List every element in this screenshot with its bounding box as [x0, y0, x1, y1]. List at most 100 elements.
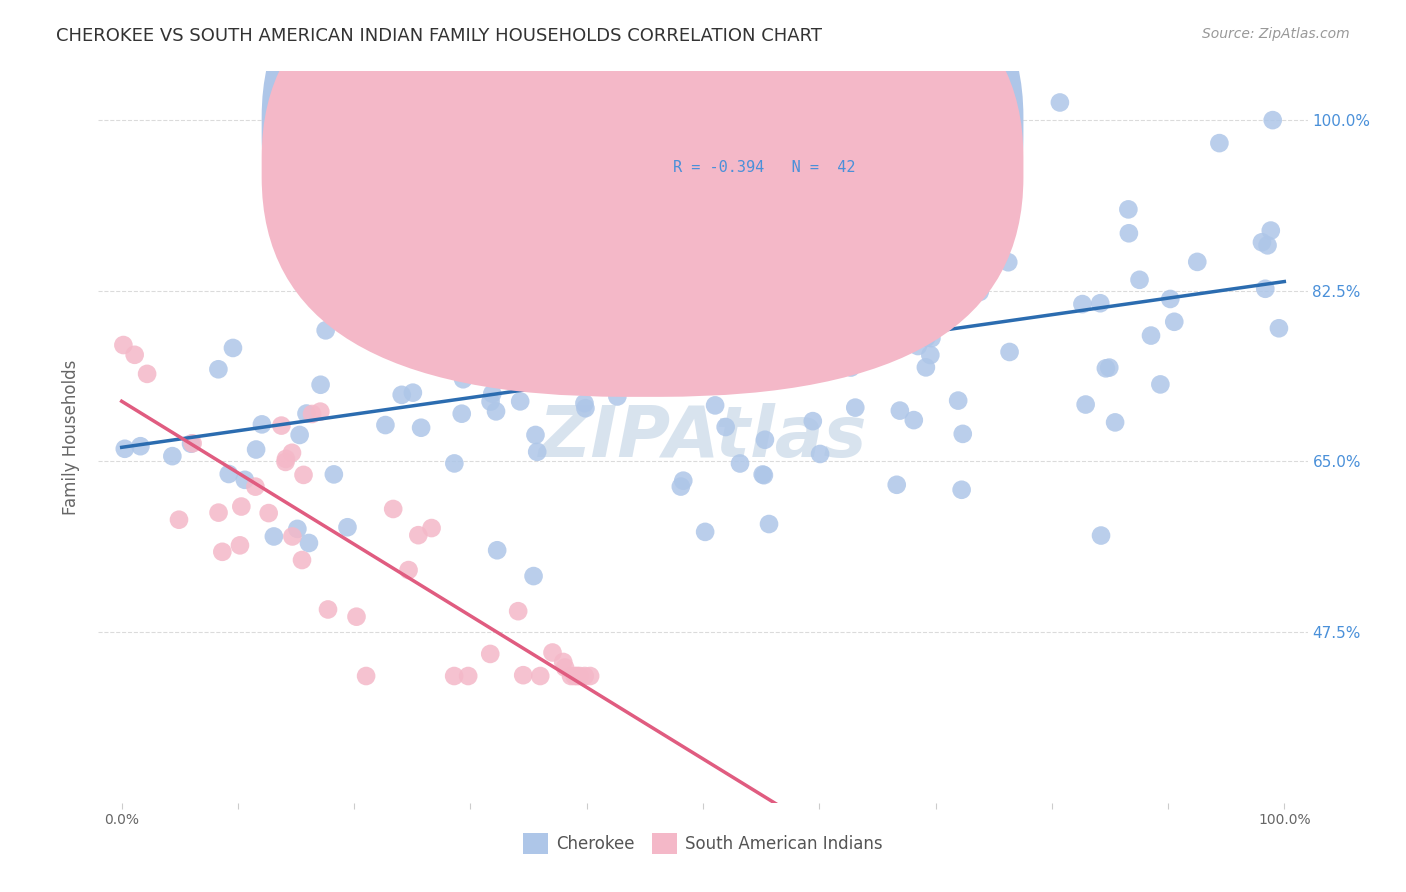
Point: [880, 342, 903, 356]
Point: [541, 646, 564, 660]
Point: [510, 356, 533, 370]
Point: [1163, 315, 1185, 329]
Point: [524, 428, 547, 442]
Point: [218, 467, 240, 481]
Legend: Cherokee, South American Indians: Cherokee, South American Indians: [516, 827, 890, 860]
Point: [1049, 95, 1071, 110]
Point: [728, 457, 751, 471]
Point: [229, 538, 252, 552]
Point: [704, 398, 727, 412]
Point: [1187, 255, 1209, 269]
Point: [315, 323, 337, 337]
Point: [529, 669, 551, 683]
Point: [907, 339, 929, 353]
Point: [287, 522, 309, 536]
Point: [479, 394, 502, 409]
Point: [569, 249, 592, 263]
Point: [766, 263, 789, 277]
Point: [823, 205, 845, 219]
Point: [606, 229, 628, 244]
Point: [1140, 328, 1163, 343]
Point: [554, 660, 576, 674]
Point: [222, 341, 245, 355]
Point: [420, 521, 443, 535]
Point: [211, 545, 233, 559]
Point: [505, 299, 527, 313]
Point: [1208, 136, 1230, 150]
Point: [245, 442, 267, 457]
Point: [574, 669, 596, 683]
Point: [1098, 360, 1121, 375]
Point: [612, 355, 634, 369]
Point: [1128, 273, 1150, 287]
Point: [835, 352, 858, 367]
Point: [250, 417, 273, 432]
Point: [1261, 113, 1284, 128]
Y-axis label: Family Households: Family Households: [62, 359, 80, 515]
Point: [783, 304, 806, 318]
Point: [574, 373, 596, 387]
Point: [398, 563, 420, 577]
Point: [465, 337, 488, 351]
Point: [593, 247, 616, 261]
Point: [997, 255, 1019, 269]
Point: [754, 433, 776, 447]
Point: [162, 449, 184, 463]
Point: [565, 669, 588, 683]
Point: [114, 442, 136, 456]
Point: [560, 669, 582, 683]
Point: [478, 334, 501, 348]
Point: [606, 389, 628, 403]
Point: [776, 347, 799, 361]
Point: [375, 264, 398, 278]
Point: [728, 253, 751, 268]
Point: [1268, 321, 1291, 335]
Point: [1104, 416, 1126, 430]
Point: [233, 473, 256, 487]
Point: [295, 407, 318, 421]
Point: [929, 221, 952, 235]
Point: [391, 388, 413, 402]
Point: [474, 343, 496, 358]
Point: [614, 271, 637, 285]
Point: [564, 669, 586, 683]
Point: [382, 502, 405, 516]
Point: [402, 385, 425, 400]
Point: [755, 340, 778, 354]
Point: [298, 536, 321, 550]
Point: [953, 285, 976, 300]
Text: CHEROKEE VS SOUTH AMERICAN INDIAN FAMILY HOUSEHOLDS CORRELATION CHART: CHEROKEE VS SOUTH AMERICAN INDIAN FAMILY…: [56, 27, 823, 45]
Point: [522, 569, 544, 583]
Point: [1074, 398, 1097, 412]
Point: [808, 447, 831, 461]
Point: [1118, 202, 1140, 217]
Point: [288, 428, 311, 442]
Point: [270, 418, 292, 433]
Point: [821, 275, 844, 289]
Point: [595, 355, 617, 369]
Point: [457, 669, 479, 683]
Point: [263, 529, 285, 543]
Point: [1090, 296, 1112, 310]
Point: [207, 362, 229, 376]
Point: [562, 337, 585, 351]
Point: [669, 479, 692, 493]
Point: [915, 331, 938, 345]
Point: [354, 669, 377, 683]
Point: [574, 396, 596, 410]
Point: [374, 418, 396, 433]
Point: [180, 436, 202, 450]
Point: [1095, 361, 1118, 376]
Point: [316, 602, 339, 616]
Point: [894, 211, 917, 226]
Point: [553, 655, 575, 669]
Point: [716, 344, 738, 359]
Point: [567, 169, 589, 183]
Point: [848, 301, 870, 316]
Point: [336, 520, 359, 534]
Point: [531, 342, 554, 356]
Point: [509, 394, 531, 409]
Point: [508, 604, 530, 618]
Point: [957, 238, 980, 252]
Point: [602, 356, 624, 370]
